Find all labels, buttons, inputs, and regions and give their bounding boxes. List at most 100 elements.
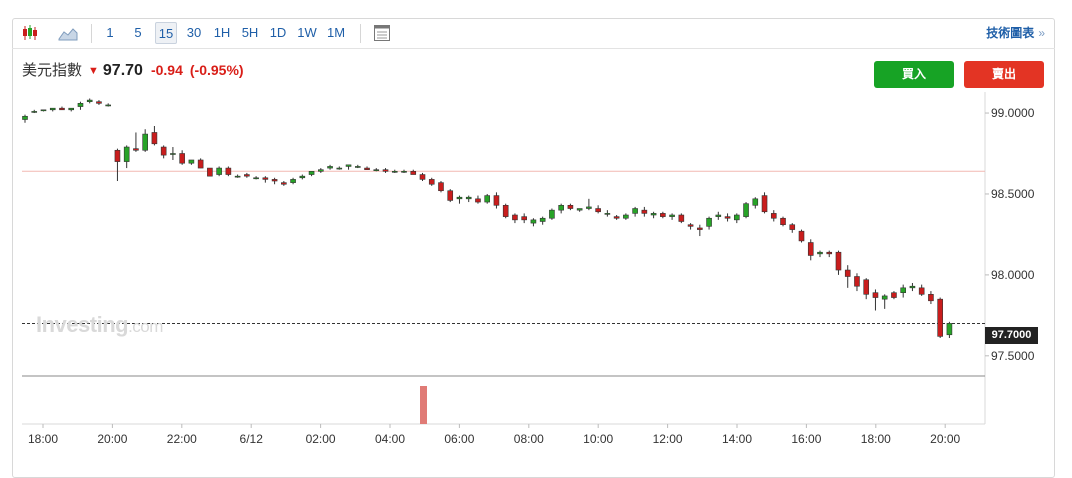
candle-body: [613, 216, 620, 219]
candle-body: [493, 195, 500, 206]
candle-body: [244, 174, 250, 177]
candle-body: [586, 206, 592, 209]
toolbar-separator: [91, 24, 92, 43]
candle-body: [391, 171, 398, 173]
interval-5[interactable]: 5: [134, 25, 142, 40]
candle-body: [318, 169, 324, 172]
x-tick-label: 06:00: [444, 432, 474, 446]
candle-body: [31, 111, 38, 113]
candle-body: [780, 217, 786, 226]
interval-1w[interactable]: 1W: [297, 25, 317, 40]
interval-1h[interactable]: 1H: [213, 25, 231, 40]
candle-body: [49, 107, 56, 111]
candle-body: [937, 298, 943, 337]
interval-1[interactable]: 1: [106, 25, 114, 40]
candle-body: [697, 227, 703, 230]
x-tick-label: 04:00: [375, 432, 405, 446]
buy-button[interactable]: 買入: [874, 61, 954, 88]
candle-body: [789, 224, 796, 230]
investing-watermark: Investing.com: [36, 312, 163, 337]
candle-body: [160, 146, 167, 156]
area-chart-icon[interactable]: [56, 22, 80, 44]
candle-body: [308, 171, 315, 175]
sell-button[interactable]: 賣出: [964, 61, 1044, 88]
candle-body: [576, 208, 583, 211]
price-change: -0.94: [150, 62, 183, 78]
candle-body: [539, 217, 546, 222]
candle-body: [105, 104, 111, 107]
candle-body: [438, 182, 444, 192]
volume-bar: [420, 386, 427, 424]
x-tick-label: 18:00: [861, 432, 891, 446]
technical-chart-link[interactable]: 技術圖表»: [986, 26, 1045, 40]
interval-15[interactable]: 15: [155, 22, 177, 44]
candle-body: [401, 171, 407, 173]
x-tick-label: 02:00: [306, 432, 336, 446]
candle-body: [687, 224, 694, 227]
candle-body: [669, 214, 675, 217]
x-tick-label: 6/12: [240, 432, 264, 446]
last-price: 97.70: [102, 62, 143, 79]
candle-body: [549, 209, 555, 219]
candlestick-icon[interactable]: [18, 22, 42, 44]
candle-body: [502, 204, 509, 217]
candle-body: [724, 216, 731, 219]
candle-body: [86, 99, 93, 103]
x-tick-label: 20:00: [930, 432, 960, 446]
candle-body: [151, 132, 158, 145]
candle-body: [706, 217, 712, 227]
candle-body: [928, 294, 934, 302]
candle-body: [743, 203, 749, 217]
candle-body: [863, 279, 870, 295]
candle-body: [123, 146, 130, 162]
x-tick-label: 08:00: [514, 432, 544, 446]
candle-body: [68, 107, 75, 111]
candle-body: [567, 204, 574, 209]
interval-1d[interactable]: 1D: [269, 25, 287, 40]
candle-body: [382, 169, 389, 172]
candle-body: [798, 230, 805, 242]
price-change-percent: (-0.95%): [189, 62, 244, 78]
interval-30[interactable]: 30: [186, 25, 202, 40]
candle-body: [909, 285, 916, 289]
candle-body: [354, 166, 361, 168]
candle-body: [207, 167, 213, 177]
candle-body: [650, 213, 657, 216]
candle-body: [558, 204, 564, 211]
candle-body: [345, 164, 352, 167]
candle-body: [271, 179, 278, 182]
price-header: 美元指數 ▼ 97.70 -0.94 (-0.95%): [22, 59, 244, 81]
candle-body: [179, 153, 185, 164]
candle-body: [419, 174, 426, 180]
candle-body: [299, 175, 306, 179]
candle-body: [918, 287, 925, 295]
candle-body: [225, 167, 232, 175]
candle-body: [595, 208, 601, 213]
instrument-name: 美元指數: [22, 62, 83, 79]
candle-body: [59, 107, 65, 111]
candle-body: [197, 159, 204, 169]
candle-body: [281, 182, 287, 185]
candle-body: [447, 190, 454, 201]
candle-body: [891, 292, 897, 298]
candle-body: [604, 213, 611, 215]
table-view-icon[interactable]: [370, 22, 394, 44]
y-tick-label: 98.0000: [991, 268, 1035, 282]
candle-body: [512, 214, 518, 221]
candle-body: [364, 167, 370, 170]
candle-body: [807, 242, 814, 256]
candle-body: [854, 276, 860, 287]
candle-body: [77, 103, 84, 107]
toolbar-separator: [360, 24, 361, 43]
candle-body: [465, 196, 472, 200]
candle-body: [456, 196, 463, 200]
candle-body: [660, 213, 666, 217]
candle-body: [142, 133, 148, 151]
interval-5h[interactable]: 5H: [241, 25, 259, 40]
candle-body: [530, 219, 537, 224]
interval-1m[interactable]: 1M: [326, 25, 346, 40]
candle-body: [170, 153, 176, 155]
candle-body: [234, 175, 241, 178]
candle-body: [770, 213, 777, 219]
candle-body: [733, 214, 740, 221]
